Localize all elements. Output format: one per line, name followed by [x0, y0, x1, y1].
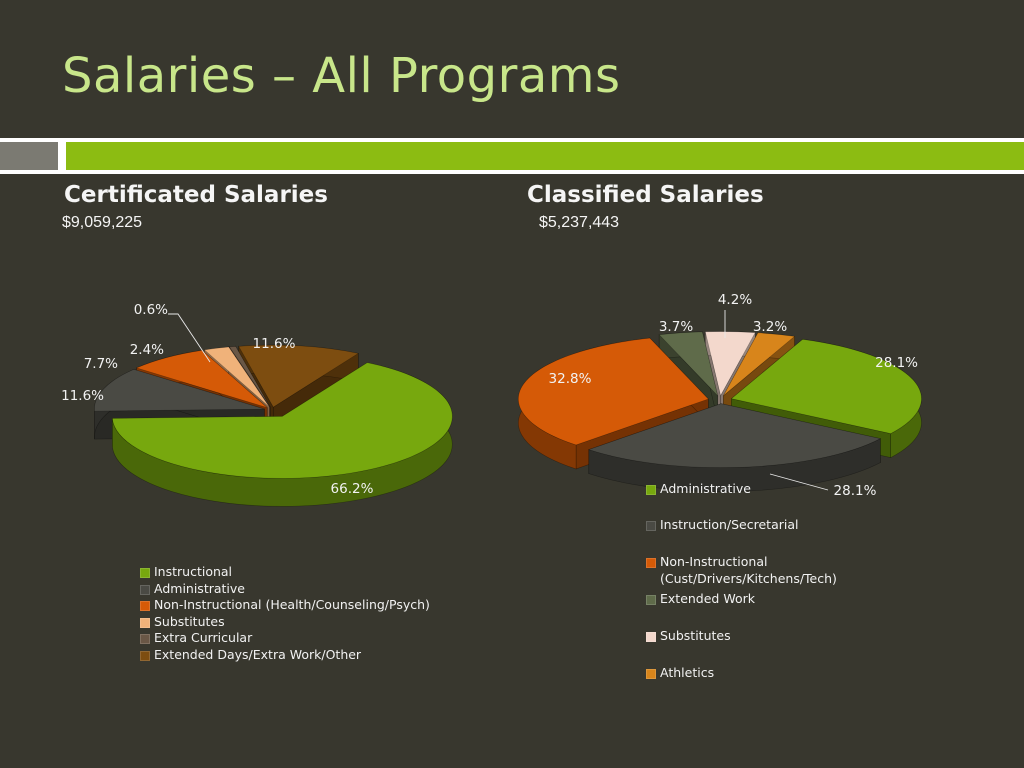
certificated-legend-label: Substitutes [154, 613, 225, 629]
certificated-legend-swatch [140, 617, 150, 628]
classified-legend-swatch [646, 558, 656, 568]
certificated-legend-label: Administrative [154, 580, 245, 596]
certificated-salaries-data-label-non-instructional-health-counseling-psych: 7.7% [84, 356, 118, 372]
classified-salaries-data-label-athletics: 3.2% [753, 319, 787, 335]
classified-legend-swatch [646, 521, 656, 531]
slide-title: Salaries – All Programs [62, 48, 621, 104]
certificated-salaries-data-label-substitutes: 2.4% [130, 342, 164, 358]
pie-certificated-salaries: 66.2% 11.6% 7.7% 2.4% 0.6% 11.6% [61, 302, 453, 507]
classified-legend-swatch [646, 669, 656, 679]
certificated-legend-swatch [140, 568, 150, 578]
classified-legend-item-non-instructional-cust-drivers-kitchens-tech: Non-Instructional (Cust/Drivers/Kitchens… [646, 554, 866, 587]
certificated-total: $9,059,225 [62, 214, 143, 231]
classified-legend-item-instruction-secretarial: Instruction/Secretarial [646, 517, 866, 534]
classified-legend-label: Non-Instructional (Cust/Drivers/Kitchens… [660, 554, 837, 586]
classified-salaries-data-label-non-instructional-cust-drivers-kitchens-tech: 32.8% [549, 371, 592, 387]
certificated-legend-swatch [140, 601, 150, 611]
certificated-salaries-slice-instructional [112, 362, 453, 507]
certificated-salaries-data-label-extra-curricular: 0.6% [134, 302, 168, 318]
certificated-legend-label: Extended Days/Extra Work/Other [154, 646, 362, 662]
certificated-salaries-leader-line-5 [168, 313, 211, 363]
title-rule-accent-green [66, 142, 1024, 170]
certificated-legend-label: Extra Curricular [154, 630, 253, 645]
classified-legend-item-substitutes: Substitutes [646, 628, 866, 645]
title-rule-accent-grey [0, 142, 58, 170]
classified-legend-label: Instruction/Secretarial [660, 517, 799, 532]
certificated-chart-title: Certificated Salaries [64, 182, 328, 208]
certificated-legend-item-extended-days-extra-work-other: Extended Days/Extra Work/Other [140, 647, 430, 664]
pie-classified-salaries: 28.1% 28.1% 32.8% 3.7% 4.2%3.2% [518, 292, 922, 499]
certificated-legend-swatch [140, 634, 150, 644]
certificated-legend-item-instructional: Instructional [140, 564, 430, 581]
certificated-legend-swatch [140, 584, 150, 595]
classified-legend-item-extended-work: Extended Work [646, 591, 866, 608]
certificated-salaries-data-label-administrative: 11.6% [61, 388, 104, 404]
classified-salaries-data-label-substitutes: 4.2% [718, 292, 752, 308]
classified-total: $5,237,443 [539, 214, 620, 231]
classified-legend-swatch [646, 595, 656, 605]
certificated-legend-item-administrative: Administrative [140, 581, 430, 598]
certificated-legend-swatch [140, 650, 150, 661]
classified-salaries-data-label-extended-work: 3.7% [659, 319, 693, 335]
certificated-legend-item-extra-curricular: Extra Curricular [140, 630, 430, 647]
certificated-legend: Instructional Administrative Non-Instructi… [140, 564, 430, 663]
classified-salaries-data-label-instruction-secretarial: 28.1% [834, 483, 877, 499]
certificated-legend-label: Non-Instructional (Health/Counseling/Psy… [154, 597, 430, 612]
classified-legend-item-administrative: Administrative [646, 481, 866, 498]
certificated-legend-label: Instructional [154, 564, 233, 579]
classified-legend-label: Substitutes [660, 628, 731, 643]
certificated-legend-item-substitutes: Substitutes [140, 614, 430, 631]
classified-legend-swatch [646, 485, 656, 495]
classified-legend-item-athletics: Athletics [646, 665, 866, 682]
certificated-legend-item-non-instructional-health-counseling-psych: Non-Instructional (Health/Counseling/Psy… [140, 597, 430, 614]
classified-legend-label: Extended Work [660, 591, 755, 606]
classified-chart-title: Classified Salaries [527, 182, 764, 208]
certificated-salaries-data-label-extended-days-extra-work-other: 11.6% [253, 336, 296, 352]
classified-legend-label: Administrative [660, 481, 751, 496]
classified-salaries-slice-instruction-secretarial [587, 403, 882, 492]
classified-legend-label: Athletics [660, 665, 715, 680]
classified-legend-swatch [646, 632, 656, 642]
certificated-salaries-data-label-instructional: 66.2% [331, 481, 374, 497]
classified-salaries-leader-line-2 [769, 473, 829, 491]
classified-salaries-data-label-administrative: 28.1% [875, 355, 918, 371]
